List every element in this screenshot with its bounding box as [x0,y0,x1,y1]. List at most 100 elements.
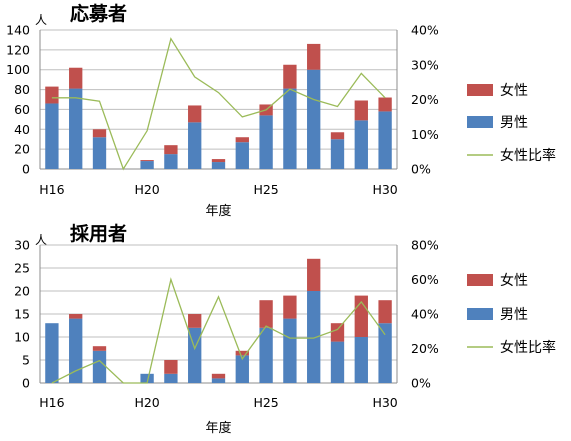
bar-male [235,142,249,169]
x-tick-label: H25 [253,182,278,197]
x-tick-label: H30 [372,395,397,410]
legend-label-female: 女性 [500,82,528,99]
y2-tick-label: 30% [411,57,439,72]
bar-male [92,350,107,383]
bar-female [330,132,345,140]
y-tick-label: 20 [14,142,30,157]
chart-1: 応募者 人 0 20 40 60 80 100 120 140 0% 10% 20% 30% 40% H16 H… [6,2,556,219]
x-tick-label: H16 [39,395,64,410]
legend-swatch-female [467,84,493,96]
bar-female [164,145,178,155]
bar-female [140,160,154,162]
y-tick-label: 20 [14,284,30,299]
bar-male [354,120,368,169]
bar-male [45,103,59,169]
x-tick-label: H25 [253,395,278,410]
bar-female [259,300,273,328]
y-tick-label: 120 [6,42,30,57]
bar-female [378,300,392,324]
y-tick-label: 0 [22,162,30,177]
bar-female [45,86,59,104]
y-tick-label: 0 [22,376,30,391]
bar-female [164,360,178,374]
bar-male [283,88,297,169]
x-tick-label: H16 [39,182,64,197]
bar-female [188,314,202,328]
bar-male [259,327,273,383]
bar-female [188,105,202,123]
bar-male [69,318,83,383]
y2-tick-label: 80% [411,238,439,253]
bar-male [307,69,321,169]
bar-male [69,88,83,169]
bar-male [283,318,297,383]
bar-female [211,159,226,163]
y2-tick-label: 20% [411,341,439,356]
bar-male [92,137,107,169]
bar-female [307,258,321,291]
y2-tick-label: 20% [411,92,439,107]
bar-male [330,139,345,169]
x-tick-label: H20 [134,395,159,410]
y-tick-label: 10 [14,330,30,345]
line-female-ratio [51,37,386,171]
bar-female [330,323,345,342]
bar-male [235,355,249,383]
y-tick-label: 30 [14,238,30,253]
legend-label-male: 男性 [500,307,528,323]
bar-male [140,161,154,169]
y2-tick-label: 0% [411,376,431,391]
bar-male [354,337,368,383]
y-unit-label: 人 [35,233,47,247]
y-tick-label: 100 [6,62,30,77]
y2-tick-label: 60% [411,272,439,287]
y-unit-label: 人 [35,13,47,27]
bar-male [211,378,226,383]
bar-male [45,323,59,383]
bar-male [330,341,345,383]
y2-tick-label: 0% [411,162,431,177]
y-tick-label: 15 [14,307,30,322]
legend-label-ratio: 女性比率 [500,339,556,356]
bar-female [354,100,368,121]
y-tick-label: 25 [14,261,30,276]
legend-label-female: 女性 [500,272,528,289]
x-axis-label: 年度 [205,420,231,436]
y-tick-label: 40 [14,122,30,137]
y-tick-label: 5 [22,353,30,368]
legend-label-ratio: 女性比率 [500,147,556,164]
y2-tick-label: 40% [411,307,439,322]
bar-male [164,373,178,383]
bar-female [69,67,83,89]
bar-male [211,162,226,169]
bar-male [140,373,154,383]
y2-tick-label: 10% [411,127,439,142]
bar-female [235,350,249,356]
bar-male [188,122,202,169]
x-tick-label: H20 [134,182,159,197]
bar-female [211,373,226,379]
y-tick-label: 60 [14,102,30,117]
bar-female [92,346,107,351]
chart-2: 採用者 人 0 5 10 15 20 25 30 0% 20% 40% 60% 80% H16 H20 H25 H… [14,223,556,436]
chart-title: 応募者 [70,2,127,25]
bar-female [283,64,297,89]
bar-female [92,129,107,138]
bar-male [164,154,178,169]
legend-label-male: 男性 [500,115,528,131]
bar-female [378,97,392,112]
chart-title: 採用者 [70,223,127,245]
y-tick-label: 140 [6,23,30,38]
legend-swatch-female [467,274,493,286]
legend-swatch-male [467,116,493,128]
x-axis-label: 年度 [205,203,231,219]
bar-male [307,291,321,383]
legend-swatch-male [467,308,493,320]
line-female-ratio [51,277,386,384]
bar-male [259,115,273,169]
bar-female [69,314,83,319]
y2-tick-label: 40% [411,23,439,38]
